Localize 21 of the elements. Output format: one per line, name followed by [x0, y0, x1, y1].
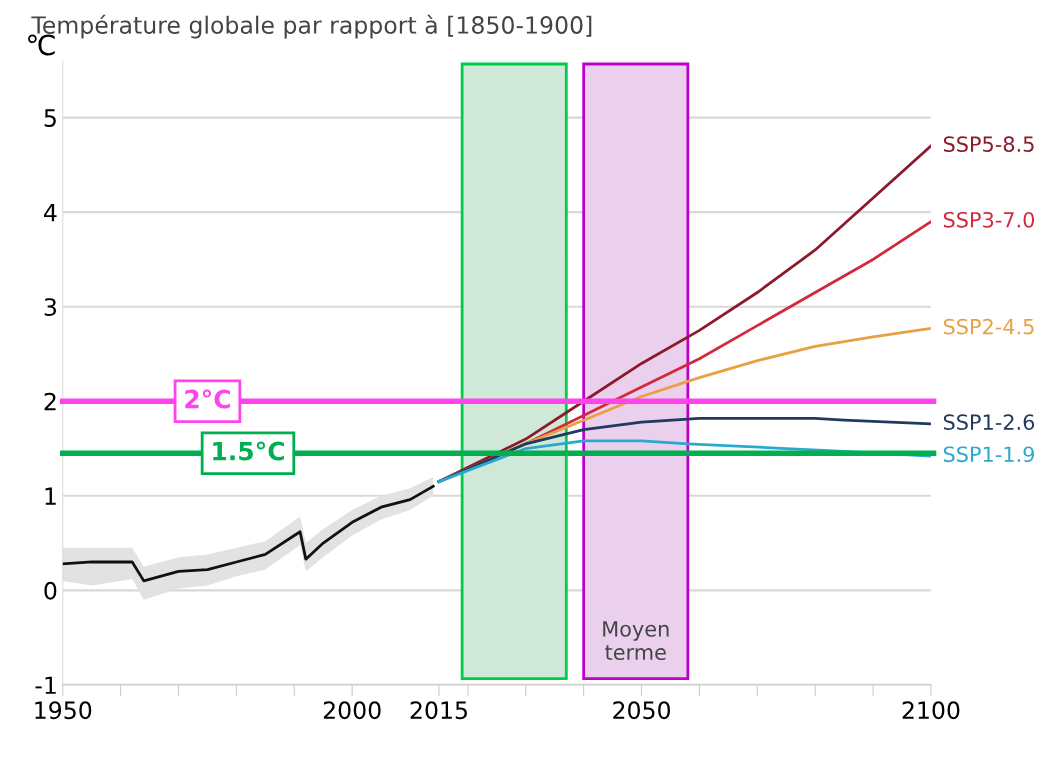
y-tick-label: 0 [44, 581, 57, 600]
series-label: SSP5-8.5 [943, 136, 1034, 153]
band-label: Moyen terme [603, 621, 669, 661]
x-tick-label: 2015 [410, 701, 467, 720]
series-label: SSP2-4.5 [943, 318, 1034, 335]
ref-line-label: 2°C [185, 389, 230, 409]
y-tick-label: 4 [44, 203, 57, 222]
y-tick-label: 3 [44, 298, 57, 317]
x-tick-label: 2000 [323, 701, 381, 720]
series-label: SSP1-1.9 [943, 446, 1034, 463]
ref-line-label: 1.5°C [213, 441, 284, 461]
x-tick-label: 1950 [35, 701, 92, 720]
series-label: SSP1-2.6 [943, 414, 1035, 430]
x-tick-label: 2050 [613, 701, 671, 720]
y-tick-label: 5 [44, 109, 56, 127]
line-series [62, 484, 435, 583]
y-tick-label: -1 [35, 676, 56, 694]
y-tick-label: 1 [45, 487, 56, 505]
x-tick-label: 2100 [902, 701, 960, 720]
y-tick-label: 2 [44, 392, 56, 411]
series-label: SSP3-7.0 [943, 211, 1035, 228]
